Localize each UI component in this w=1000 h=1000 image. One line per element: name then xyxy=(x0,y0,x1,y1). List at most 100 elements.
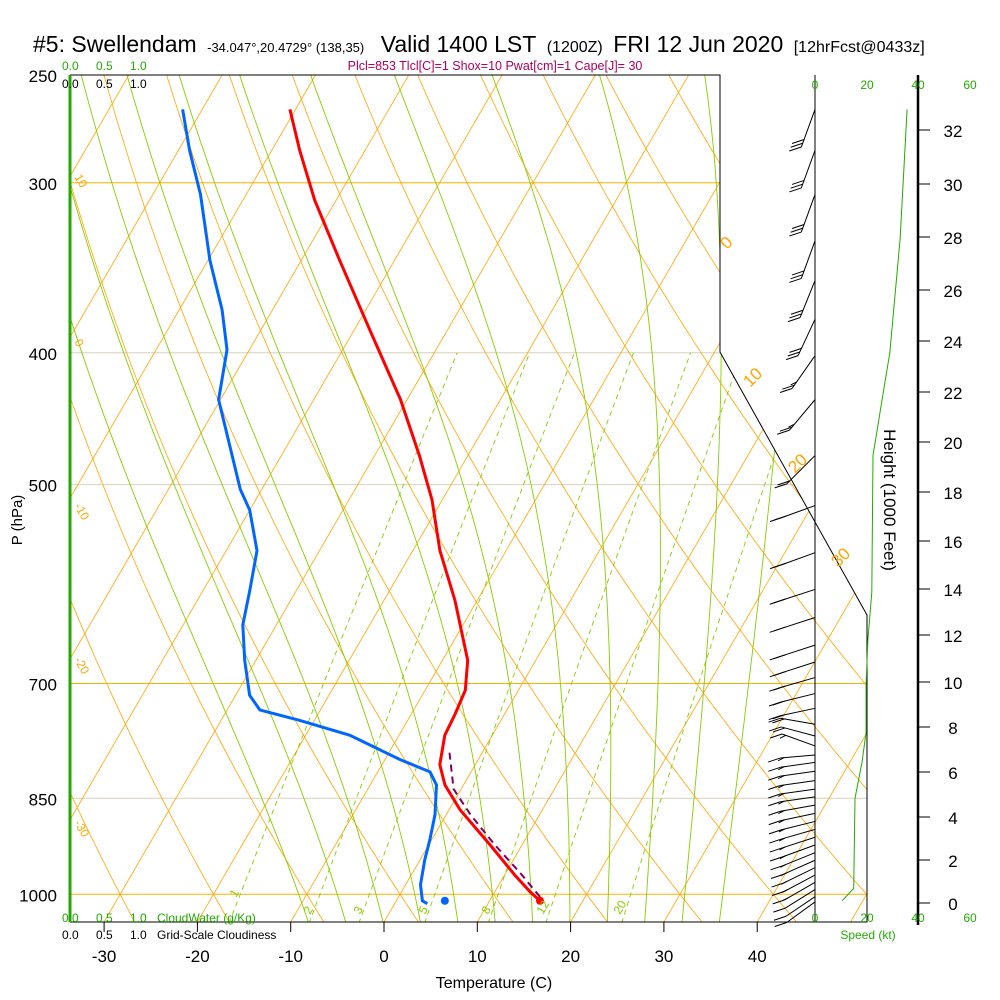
barb-staff xyxy=(781,836,816,849)
svg-text:20: 20 xyxy=(860,78,874,92)
barb-feather xyxy=(787,317,801,323)
svg-text:20: 20 xyxy=(860,911,874,925)
svg-text:-20: -20 xyxy=(71,655,92,677)
dry-adiabat-line xyxy=(70,75,136,922)
height-tick-label: 14 xyxy=(944,581,963,600)
cloud-scale-bottom: 0.0 0.5 1.0 CloudWater (g/Kg) 0.0 0.5 1.… xyxy=(62,911,276,942)
barb-half-feather xyxy=(778,766,785,771)
wind-speed-profile xyxy=(841,109,908,902)
wind-barb xyxy=(768,707,816,721)
barb-feather xyxy=(767,757,781,763)
wind-barb xyxy=(770,852,816,871)
barb-feather xyxy=(773,562,787,568)
isotherm-line xyxy=(382,75,867,922)
barb-feather xyxy=(773,626,786,632)
x-tick-label: -10 xyxy=(278,947,303,966)
dry-adiabat-line xyxy=(469,75,867,922)
svg-text:CloudWater (g/Kg): CloudWater (g/Kg) xyxy=(157,911,256,925)
barb-staff xyxy=(781,588,816,601)
svg-text:0.5: 0.5 xyxy=(96,911,113,925)
wind-barb xyxy=(768,788,816,799)
height-tick-label: 2 xyxy=(948,852,957,871)
svg-text:0.0: 0.0 xyxy=(62,911,79,925)
moist-adiabat-line xyxy=(681,75,722,922)
wind-barb xyxy=(774,455,816,489)
height-tick-label: 8 xyxy=(948,719,957,738)
height-tick-label: 12 xyxy=(944,627,963,646)
svg-text:60: 60 xyxy=(963,78,977,92)
wind-barb xyxy=(789,109,816,152)
barb-feather xyxy=(773,685,786,691)
moist-adiabat-line xyxy=(718,75,798,922)
height-tick-label: 26 xyxy=(944,282,963,301)
svg-text:12: 12 xyxy=(533,898,552,917)
cloud-scale-top: 0.0 0.5 1.0 0.0 0.5 1.0 xyxy=(62,59,147,91)
moist-adiabat-line xyxy=(70,75,347,922)
isotherm-line xyxy=(662,75,867,922)
wind-barb xyxy=(769,836,816,853)
barb-feather xyxy=(774,483,787,489)
barb-feather xyxy=(768,793,781,799)
svg-text:60: 60 xyxy=(963,911,977,925)
barb-staff xyxy=(780,780,816,786)
wind-barb xyxy=(769,726,816,737)
moist-adiabat-line xyxy=(119,75,422,922)
barb-staff xyxy=(780,770,816,777)
svg-text:40: 40 xyxy=(911,78,925,92)
barb-feather xyxy=(789,231,802,237)
wind-barb xyxy=(789,150,816,193)
barb-feather xyxy=(789,187,802,193)
parcel-curve xyxy=(448,752,541,898)
barb-staff xyxy=(781,644,816,657)
barb-feather xyxy=(791,179,805,185)
height-tick-label: 28 xyxy=(944,229,963,248)
barb-half-feather xyxy=(779,855,787,860)
dry-adiabat-line xyxy=(841,75,867,922)
y-tick-label: 1000 xyxy=(19,886,57,905)
isotherm-line xyxy=(70,75,330,922)
height-tick-label: 0 xyxy=(948,895,957,914)
dewpoint-curve xyxy=(181,109,439,905)
barb-staff xyxy=(781,733,816,747)
wind-barb xyxy=(769,644,816,661)
barb-feather xyxy=(773,654,786,660)
mixing-ratio-line xyxy=(228,352,458,922)
barb-feather xyxy=(791,270,805,276)
barb-feather xyxy=(782,384,795,390)
barb-half-feather xyxy=(779,734,787,739)
barb-feather xyxy=(773,598,786,604)
wind-barb xyxy=(769,588,816,605)
barb-feather xyxy=(772,700,786,706)
isotherm-line xyxy=(70,75,517,922)
svg-text:1.0: 1.0 xyxy=(130,77,147,91)
speed-line xyxy=(841,109,908,902)
barb-feather xyxy=(768,717,781,723)
barb-feather xyxy=(768,766,781,772)
wind-barb xyxy=(787,280,816,323)
y-tick-label: 850 xyxy=(29,790,57,809)
mixing-ratio-line xyxy=(308,352,531,922)
height-tick-label: 32 xyxy=(944,122,963,141)
x-axis-label: Temperature (C) xyxy=(436,975,552,992)
svg-text:0.0: 0.0 xyxy=(62,59,79,73)
svg-text:0: 0 xyxy=(812,78,819,92)
x-tick-label: 40 xyxy=(748,947,767,966)
barb-half-feather xyxy=(780,863,787,868)
barb-feather xyxy=(777,429,790,435)
barb-staff xyxy=(780,804,816,812)
moist-adiabat-line xyxy=(171,75,459,922)
height-axis-label: Height (1000 Feet) xyxy=(880,429,899,571)
svg-text:3: 3 xyxy=(350,903,366,916)
barb-feather xyxy=(790,142,803,148)
barb-feather xyxy=(769,726,782,732)
wind-barb xyxy=(769,677,816,692)
barb-feather xyxy=(772,714,785,720)
wind-barb xyxy=(768,770,816,781)
dry-adiabat-line xyxy=(345,75,867,922)
dry-adiabat-line xyxy=(70,75,231,922)
barb-feather xyxy=(768,829,782,835)
barb-staff xyxy=(780,812,816,822)
svg-text:0: 0 xyxy=(812,911,819,925)
barb-staff xyxy=(781,677,816,688)
